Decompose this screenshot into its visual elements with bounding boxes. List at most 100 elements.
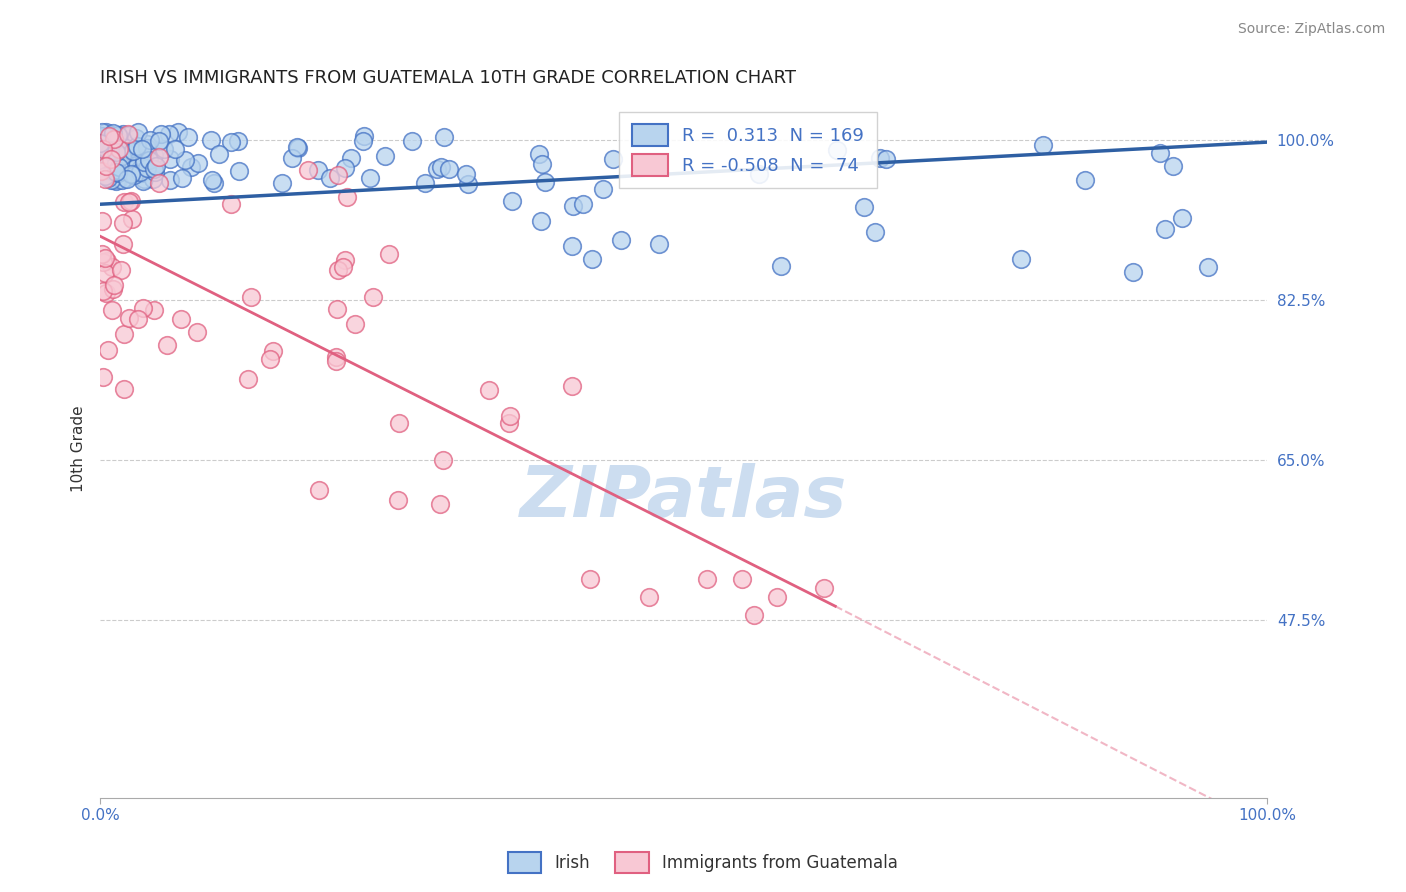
Point bbox=[187, 156, 209, 170]
Point bbox=[94, 124, 117, 138]
Point bbox=[101, 127, 124, 141]
Point bbox=[1122, 264, 1144, 278]
Point bbox=[111, 127, 134, 141]
Point bbox=[108, 156, 131, 170]
Point bbox=[96, 254, 118, 268]
Point bbox=[332, 260, 354, 275]
Point bbox=[98, 141, 121, 155]
Point bbox=[262, 343, 284, 358]
Point bbox=[374, 149, 396, 163]
Point bbox=[91, 126, 114, 140]
Point bbox=[148, 176, 170, 190]
Point bbox=[498, 417, 520, 431]
Point bbox=[91, 213, 114, 227]
Point bbox=[326, 263, 349, 277]
Point bbox=[285, 140, 308, 154]
Point bbox=[287, 141, 309, 155]
Point bbox=[111, 152, 134, 166]
Point bbox=[101, 148, 124, 162]
Point bbox=[122, 169, 145, 183]
Point bbox=[117, 127, 139, 141]
Point bbox=[201, 173, 224, 187]
Y-axis label: 10th Grade: 10th Grade bbox=[72, 405, 86, 491]
Point bbox=[562, 199, 585, 213]
Point bbox=[167, 125, 190, 139]
Point bbox=[827, 144, 849, 158]
Point bbox=[122, 163, 145, 178]
Point bbox=[111, 173, 134, 187]
Point bbox=[156, 338, 179, 352]
Point bbox=[413, 177, 436, 191]
Point bbox=[112, 326, 135, 341]
Legend: R =  0.313  N = 169, R = -0.508  N =  74: R = 0.313 N = 169, R = -0.508 N = 74 bbox=[619, 112, 876, 188]
Point bbox=[343, 317, 366, 331]
Point bbox=[112, 216, 135, 230]
Point bbox=[530, 214, 553, 228]
Point bbox=[766, 590, 789, 604]
Point bbox=[90, 161, 112, 175]
Point bbox=[135, 161, 157, 175]
Point bbox=[132, 155, 155, 169]
Point bbox=[120, 139, 142, 153]
Point bbox=[104, 156, 127, 170]
Point bbox=[202, 176, 225, 190]
Point bbox=[100, 128, 122, 143]
Point bbox=[100, 133, 122, 147]
Point bbox=[98, 167, 121, 181]
Point bbox=[142, 302, 165, 317]
Point bbox=[100, 173, 122, 187]
Text: IRISH VS IMMIGRANTS FROM GUATEMALA 10TH GRADE CORRELATION CHART: IRISH VS IMMIGRANTS FROM GUATEMALA 10TH … bbox=[100, 69, 796, 87]
Point bbox=[139, 133, 162, 147]
Point bbox=[159, 172, 181, 186]
Point bbox=[572, 196, 595, 211]
Point bbox=[457, 178, 479, 192]
Point bbox=[1170, 211, 1192, 226]
Point bbox=[307, 162, 329, 177]
Point bbox=[103, 134, 125, 148]
Point bbox=[387, 492, 409, 507]
Point bbox=[94, 266, 117, 280]
Point bbox=[592, 182, 614, 196]
Point bbox=[240, 290, 263, 304]
Point bbox=[148, 150, 170, 164]
Point bbox=[107, 134, 129, 148]
Point bbox=[353, 129, 375, 144]
Point bbox=[97, 343, 120, 358]
Point bbox=[91, 254, 114, 268]
Point bbox=[142, 162, 165, 177]
Point bbox=[478, 383, 501, 397]
Point bbox=[107, 128, 129, 142]
Point bbox=[138, 153, 160, 167]
Point bbox=[534, 175, 557, 189]
Point bbox=[97, 170, 120, 185]
Point bbox=[339, 151, 361, 165]
Point bbox=[101, 164, 124, 178]
Point bbox=[94, 171, 117, 186]
Legend: Irish, Immigrants from Guatemala: Irish, Immigrants from Guatemala bbox=[502, 846, 904, 880]
Point bbox=[118, 128, 141, 142]
Point bbox=[112, 382, 135, 396]
Point bbox=[226, 134, 249, 148]
Point bbox=[308, 483, 330, 497]
Point bbox=[104, 136, 127, 150]
Point bbox=[101, 282, 124, 296]
Point bbox=[96, 147, 118, 161]
Point bbox=[91, 162, 114, 177]
Point bbox=[128, 165, 150, 179]
Point bbox=[378, 247, 401, 261]
Point bbox=[107, 168, 129, 182]
Point bbox=[143, 165, 166, 179]
Point bbox=[456, 167, 478, 181]
Point bbox=[527, 146, 550, 161]
Point bbox=[94, 169, 117, 183]
Point bbox=[176, 130, 198, 145]
Point bbox=[280, 151, 302, 165]
Point bbox=[333, 161, 356, 175]
Point bbox=[110, 168, 132, 182]
Text: ZIPatlas: ZIPatlas bbox=[520, 463, 848, 532]
Point bbox=[170, 311, 193, 326]
Point bbox=[353, 134, 375, 148]
Point bbox=[103, 166, 125, 180]
Point bbox=[259, 351, 281, 366]
Point bbox=[325, 354, 347, 368]
